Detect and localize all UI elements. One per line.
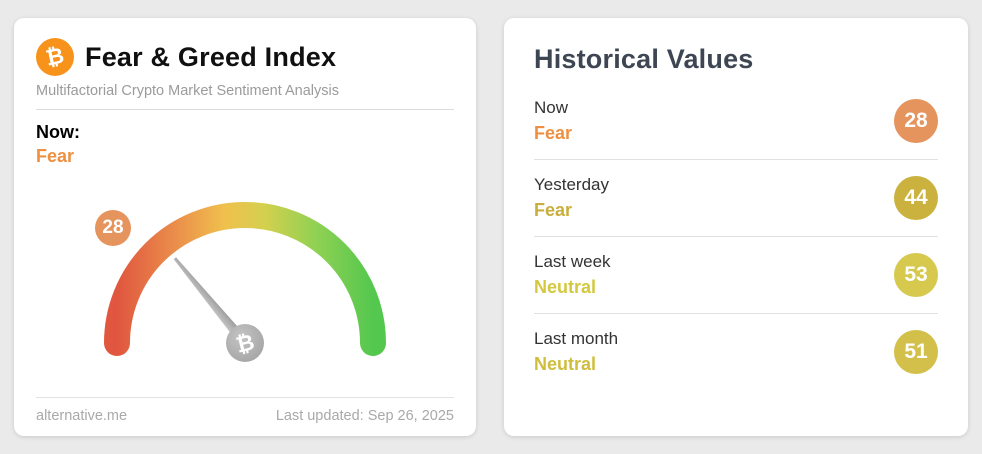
classification-label: Neutral [534, 354, 597, 374]
value-badge: 53 [894, 253, 938, 297]
now-label: Now: [36, 122, 80, 142]
page-title: Fear & Greed Index [85, 41, 337, 72]
value-badge: 51 [894, 330, 938, 374]
last-updated-text: Last updated: Sep 26, 2025 [275, 408, 454, 424]
historical-values-title: Historical Values [534, 44, 754, 74]
gauge-hub [226, 324, 264, 362]
classification-label: Neutral [534, 277, 597, 297]
header-divider [36, 109, 454, 110]
historical-row-last-week: Last week Neutral 53 [534, 237, 938, 314]
gauge: ₿ 28 [65, 171, 425, 376]
classification-label: Fear [534, 200, 573, 220]
fear-greed-card: ₿ Fear & Greed Index Multifactorial Cryp… [14, 18, 476, 436]
gauge-value-badge: 28 [95, 210, 131, 246]
value-badge: 44 [894, 176, 938, 220]
period-label: Last week [534, 252, 611, 271]
now-classification: Fear [36, 146, 75, 166]
card-header: ₿ Fear & Greed Index [36, 38, 454, 76]
gauge-needle [173, 257, 252, 350]
historical-row-last-month: Last month Neutral 51 [534, 314, 938, 390]
card-footer: alternative.me Last updated: Sep 26, 202… [36, 397, 454, 424]
period-label: Last month [534, 329, 619, 348]
historical-row-yesterday: Yesterday Fear 44 [534, 160, 938, 237]
period-label: Yesterday [534, 175, 609, 194]
gauge-svg: ₿ [104, 202, 386, 362]
gauge-arc [104, 202, 386, 356]
row-text: Now Fear [534, 98, 572, 144]
value-badge: 28 [894, 99, 938, 143]
row-text: Yesterday Fear [534, 175, 609, 221]
row-text: Last week Neutral [534, 252, 611, 298]
card-subtitle: Multifactorial Crypto Market Sentiment A… [36, 83, 339, 99]
row-text: Last month Neutral [534, 329, 618, 375]
historical-values-card: Historical Values Now Fear 28 Yesterday … [504, 18, 968, 436]
bitcoin-icon: ₿ [36, 38, 74, 76]
source-link[interactable]: alternative.me [36, 408, 128, 424]
gauge-hub-bitcoin-icon: ₿ [233, 329, 256, 358]
classification-label: Fear [534, 123, 573, 143]
historical-row-now: Now Fear 28 [534, 83, 938, 160]
period-label: Now [534, 98, 569, 117]
